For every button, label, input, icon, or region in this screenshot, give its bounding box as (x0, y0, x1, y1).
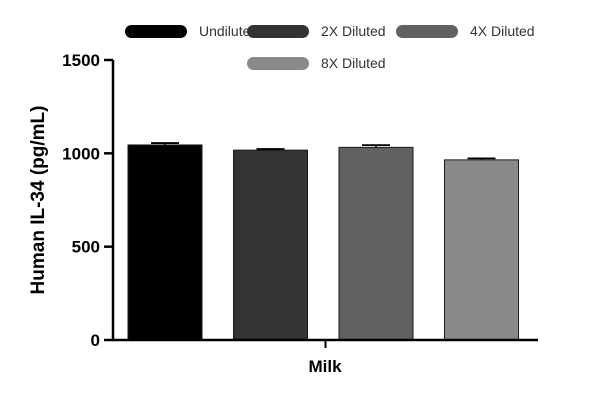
legend-swatch-4x-diluted (396, 24, 458, 38)
y-axis: 0 500 1000 1500 (62, 51, 115, 350)
bar-8x-diluted (444, 159, 519, 341)
x-axis (112, 338, 538, 348)
bar-undiluted (127, 144, 203, 341)
legend-label-undiluted: Undiluted (199, 23, 259, 39)
legend-item-2x-diluted: 2X Diluted (247, 23, 386, 39)
y-tick-label-0: 0 (91, 331, 100, 350)
legend-label-4x-diluted: 4X Diluted (470, 23, 535, 39)
y-tick-label-1000: 1000 (62, 144, 100, 163)
legend: Undiluted 2X Diluted 4X Diluted 8X Dilut… (0, 0, 600, 80)
y-tick-label-500: 500 (72, 238, 100, 257)
legend-label-8x-diluted: 8X Diluted (321, 55, 386, 71)
bar-4x-diluted (338, 146, 414, 341)
bars-group (127, 142, 519, 341)
legend-swatch-undiluted (125, 24, 187, 38)
x-axis-label: Milk (308, 357, 342, 376)
y-axis-label: Human IL-34 (pg/mL) (28, 106, 49, 295)
y-tick-label-1500: 1500 (62, 51, 100, 70)
legend-label-2x-diluted: 2X Diluted (321, 23, 386, 39)
legend-item-8x-diluted: 8X Diluted (247, 55, 386, 71)
legend-item-undiluted: Undiluted (125, 23, 258, 39)
legend-swatch-2x-diluted (247, 24, 309, 38)
bar-2x-diluted (233, 149, 308, 341)
legend-swatch-8x-diluted (247, 56, 309, 70)
legend-item-4x-diluted: 4X Diluted (396, 23, 535, 39)
